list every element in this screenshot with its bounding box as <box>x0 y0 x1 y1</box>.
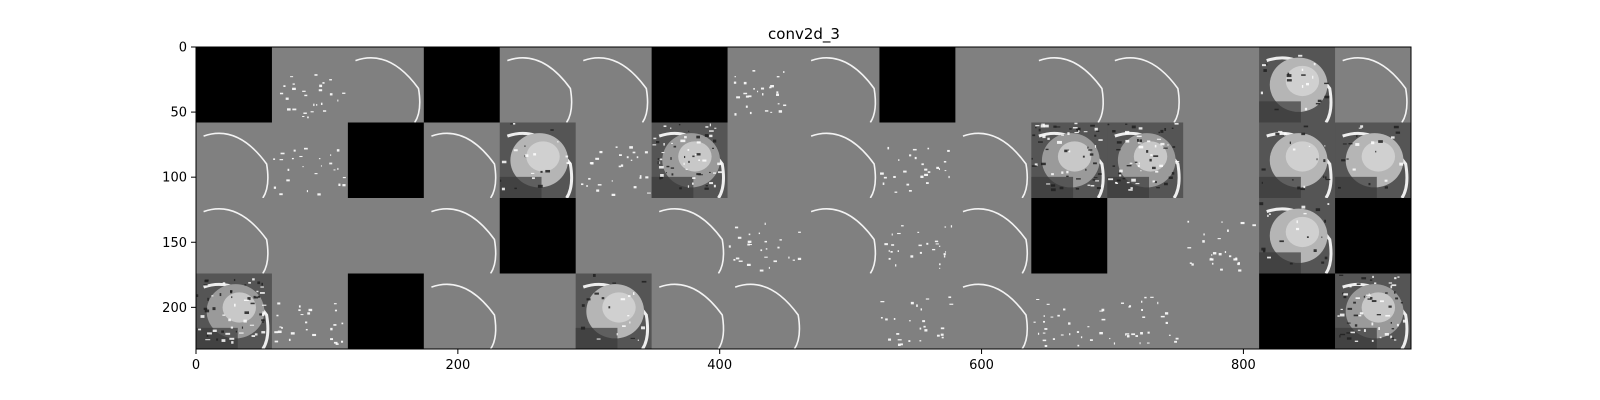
feature-map-tile <box>651 122 729 199</box>
feature-map-tile <box>803 198 880 274</box>
feature-map-tile <box>423 122 501 199</box>
feature-map-tile <box>1183 273 1260 350</box>
feature-map-tile <box>1183 122 1260 199</box>
feature-map-tile <box>499 198 577 274</box>
feature-map-tile <box>727 273 804 350</box>
feature-map-tile <box>1183 198 1260 274</box>
feature-map-tile <box>575 198 653 274</box>
feature-map-tile <box>727 122 804 199</box>
feature-map-tile <box>575 122 653 199</box>
feature-map-tile <box>1183 47 1260 123</box>
feature-map-tile <box>1259 198 1336 275</box>
feature-map-grid <box>196 47 1412 350</box>
feature-map-tile <box>727 198 804 274</box>
feature-map-tile <box>803 273 880 350</box>
y-tick-label: 0 <box>179 41 187 56</box>
feature-map-tile <box>879 47 956 123</box>
y-tick-label: 50 <box>170 106 187 121</box>
y-tick-label: 100 <box>162 171 187 186</box>
feature-map-tile <box>196 47 273 123</box>
feature-map-tile <box>1107 122 1184 199</box>
feature-map-tile <box>651 47 729 123</box>
feature-map-tile <box>1107 47 1184 123</box>
x-tick-label: 600 <box>969 358 994 373</box>
feature-map-tile <box>1335 47 1412 123</box>
feature-map-tile <box>423 198 501 274</box>
feature-map-tile <box>271 198 349 274</box>
feature-map-tile <box>271 122 349 199</box>
feature-map-tile <box>1031 47 1108 123</box>
feature-map-tile <box>271 47 349 123</box>
feature-map-tile <box>575 273 653 350</box>
feature-map-tile <box>955 198 1032 274</box>
feature-map-tile <box>955 122 1032 199</box>
feature-map-tile <box>1335 273 1412 350</box>
feature-map-tile <box>803 122 880 199</box>
y-tick-label: 200 <box>162 301 187 316</box>
x-tick-label: 0 <box>192 358 200 373</box>
x-axis: 0 200 400 600 800 <box>192 349 1256 373</box>
feature-map-tile <box>727 47 804 123</box>
feature-map-tile <box>651 198 729 274</box>
feature-map-tile <box>347 122 425 199</box>
y-axis: 0 50 100 150 200 <box>162 41 196 316</box>
feature-map-tile <box>271 273 349 350</box>
feature-map-tile <box>423 273 501 350</box>
chart-title: conv2d_3 <box>768 25 840 44</box>
x-tick-label: 800 <box>1231 358 1256 373</box>
feature-map-tile <box>879 273 956 350</box>
x-tick-label: 400 <box>707 358 732 373</box>
feature-map-tile <box>499 273 577 350</box>
feature-map-tile <box>1031 198 1108 274</box>
y-tick-label: 150 <box>162 236 187 251</box>
feature-map-tile <box>1259 273 1336 350</box>
plot-frame <box>195 46 1412 350</box>
feature-map-tile <box>1335 198 1412 274</box>
feature-map-tile <box>499 122 577 199</box>
feature-map-tile <box>347 273 425 350</box>
feature-map-tile <box>347 47 425 123</box>
feature-map-tile <box>423 47 501 123</box>
feature-map-tile <box>196 122 273 199</box>
feature-map-tile <box>955 47 1032 123</box>
feature-map-tile <box>196 273 273 350</box>
feature-map-tile <box>499 47 577 123</box>
feature-map-tile <box>1335 122 1412 199</box>
feature-map-tile <box>196 198 273 274</box>
feature-map-tile <box>1107 198 1184 274</box>
feature-map-tile <box>1259 47 1336 124</box>
feature-map-tile <box>651 273 729 350</box>
feature-map-tile <box>803 47 880 123</box>
feature-map-tile <box>1031 273 1108 350</box>
feature-map-tile <box>879 198 956 274</box>
x-tick-label: 200 <box>445 358 470 373</box>
feature-map-tile <box>1259 122 1336 199</box>
feature-map-tile <box>1031 122 1108 199</box>
feature-map-tile <box>575 47 653 123</box>
feature-map-tile <box>1107 273 1184 350</box>
feature-map-tile <box>879 122 956 199</box>
feature-map-tile <box>955 273 1032 350</box>
feature-map-tile <box>347 198 425 274</box>
